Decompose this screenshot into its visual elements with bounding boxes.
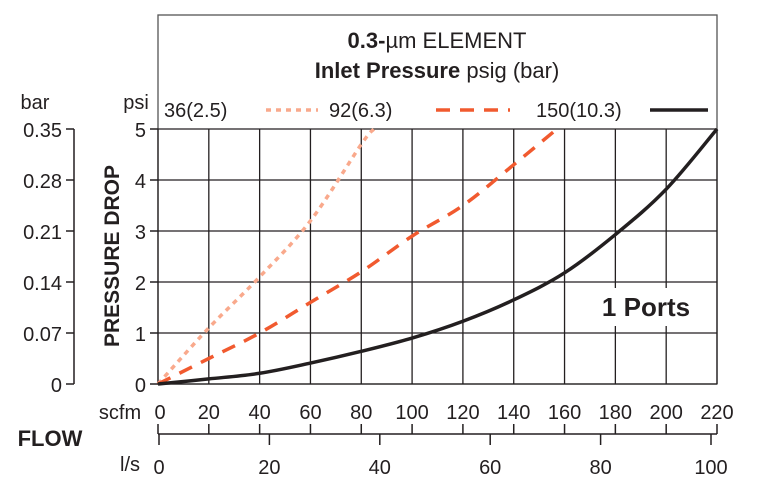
y-axis-title: PRESSURE DROP [101,165,124,347]
series-line-dashed [157,127,559,386]
x-tick-label: 60 [299,402,321,424]
x-tick-label: 0 [154,402,165,424]
y-tick-label: 3 [135,222,146,244]
y2-tick-label: 0 [51,375,62,397]
legend-label: 36(2.5) [164,100,227,122]
y2-tick-label: 0.07 [23,324,62,346]
y2-tick-label: 0.21 [23,222,62,244]
x-tick-label: 200 [649,402,682,424]
x2-tick-label: 100 [694,457,727,479]
x2-tick-label: 0 [153,457,164,479]
x-tick-label: 20 [198,402,220,424]
x-axis-title: FLOW [18,426,83,451]
legend: 36(2.5) 92(6.3) 150(10.3) [164,100,708,122]
x-tick-label: 220 [700,402,733,424]
legend-label: 150(10.3) [536,100,622,122]
x-unit-label: scfm [99,402,141,424]
y-tick-label: 5 [135,120,146,142]
series-line-dotted [156,127,376,386]
x2-tick-label: 40 [369,457,391,479]
y2-tick-label: 0.35 [23,120,62,142]
annotation-bg [588,288,700,326]
series-lines [156,127,719,386]
x-tick-label: 80 [350,402,372,424]
y-tick-label: 1 [135,324,146,346]
y2-tick-label: 0.28 [23,171,62,193]
x-tick-label: 40 [249,402,271,424]
chart-title: 0.3-µm ELEMENT [348,28,527,53]
x-tick-label: 120 [446,402,479,424]
x-tick-label: 160 [548,402,581,424]
y-tick-label: 4 [135,171,146,193]
y-tick-label: 0 [135,375,146,397]
x2-unit-label: l/s [120,454,140,476]
legend-title: Inlet Pressure psig (bar) [315,58,560,83]
y2-unit-label: bar [21,92,50,114]
ports-annotation: 1 Ports [602,292,690,322]
grid [157,128,718,385]
x2-tick-label: 80 [589,457,611,479]
x-tick-label: 180 [599,402,632,424]
y2-tick-label: 0.14 [23,273,62,295]
legend-label: 92(6.3) [329,100,392,122]
x-tick-label: 140 [497,402,530,424]
x2-tick-label: 20 [258,457,280,479]
y-tick-label: 2 [135,273,146,295]
x-tick-label: 100 [395,402,428,424]
x2-tick-label: 60 [479,457,501,479]
series-line-solid [157,127,719,386]
y-unit-label: psi [123,92,149,114]
